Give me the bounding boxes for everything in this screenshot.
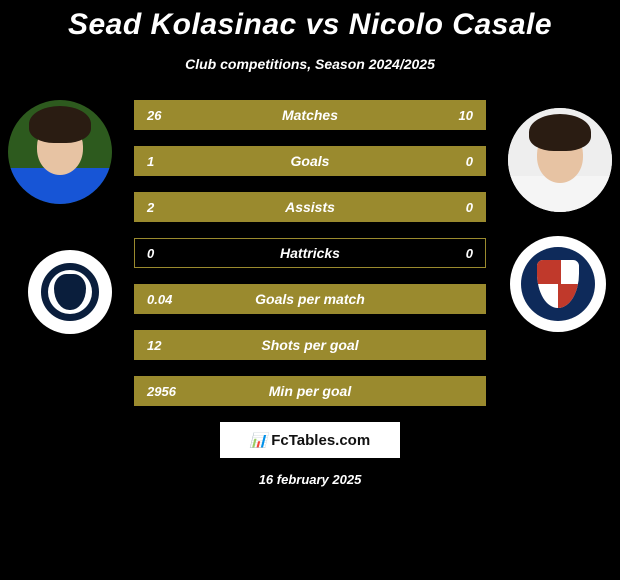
stat-row: 2956Min per goal (134, 376, 486, 406)
subtitle: Club competitions, Season 2024/2025 (0, 56, 620, 72)
atalanta-crest-icon (41, 263, 100, 322)
stat-label: Hattricks (135, 245, 485, 261)
stat-label: Assists (135, 199, 485, 215)
stat-row: 0.04Goals per match (134, 284, 486, 314)
comparison-area: 2610Matches 10Goals 20Assists 00Hattricks 0.… (0, 100, 620, 406)
player1-avatar (8, 100, 112, 204)
stat-label: Min per goal (135, 383, 485, 399)
stat-label: Goals (135, 153, 485, 169)
page-title: Sead Kolasinac vs Nicolo Casale (0, 0, 620, 42)
stat-label: Matches (135, 107, 485, 123)
vs-separator: vs (306, 8, 340, 41)
player2-name: Nicolo Casale (349, 8, 552, 41)
player2-club-crest (510, 236, 606, 332)
stat-row: 12Shots per goal (134, 330, 486, 360)
footer-date: 16 february 2025 (0, 472, 620, 487)
stat-label: Goals per match (135, 291, 485, 307)
player2-face-icon (508, 108, 612, 212)
player2-avatar (508, 108, 612, 212)
stat-row: 00Hattricks (134, 238, 486, 268)
stat-row: 10Goals (134, 146, 486, 176)
bologna-crest-icon (521, 247, 596, 322)
player1-face-icon (8, 100, 112, 204)
stat-row: 2610Matches (134, 100, 486, 130)
player1-name: Sead Kolasinac (68, 8, 297, 41)
brand-text: FcTables.com (271, 432, 370, 449)
stats-bars: 2610Matches 10Goals 20Assists 00Hattricks 0.… (134, 100, 486, 406)
brand-chart-icon: 📊 (250, 432, 267, 449)
brand-badge[interactable]: 📊 FcTables.com (220, 422, 400, 458)
player1-club-crest (28, 250, 112, 334)
stat-row: 20Assists (134, 192, 486, 222)
stat-label: Shots per goal (135, 337, 485, 353)
